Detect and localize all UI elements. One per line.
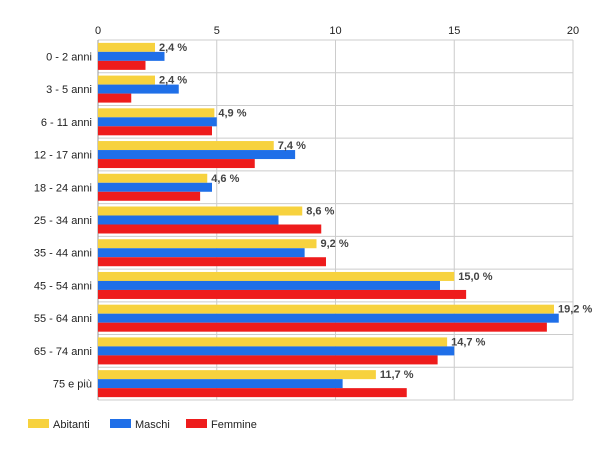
bar-maschi bbox=[98, 51, 165, 61]
bar-abitanti bbox=[98, 42, 155, 52]
data-label: 9,2 % bbox=[321, 238, 349, 250]
data-label: 15,0 % bbox=[458, 271, 492, 283]
bar-femmine bbox=[98, 388, 407, 398]
y-category-label: 18 - 24 anni bbox=[34, 182, 92, 194]
bar-femmine bbox=[98, 355, 438, 365]
legend-label: Femmine bbox=[211, 419, 257, 431]
data-label: 4,9 % bbox=[218, 107, 246, 119]
y-category-label: 6 - 11 anni bbox=[41, 117, 92, 129]
bar-maschi bbox=[98, 215, 279, 225]
bar-maschi bbox=[98, 84, 179, 94]
bar-femmine bbox=[98, 126, 212, 136]
x-tick-label: 15 bbox=[448, 25, 460, 37]
bar-abitanti bbox=[98, 141, 274, 151]
bar-maschi bbox=[98, 346, 455, 356]
bar-femmine bbox=[98, 257, 326, 267]
data-label: 2,4 % bbox=[159, 75, 187, 87]
data-label: 14,7 % bbox=[451, 336, 485, 348]
bar-femmine bbox=[98, 60, 146, 70]
data-label: 2,4 % bbox=[159, 42, 187, 54]
bar-maschi bbox=[98, 150, 296, 160]
y-category-label: 35 - 44 anni bbox=[34, 248, 92, 260]
bar-abitanti bbox=[98, 304, 554, 314]
legend-swatch bbox=[186, 419, 207, 428]
y-category-label: 0 - 2 anni bbox=[46, 51, 92, 63]
data-label: 7,4 % bbox=[278, 140, 306, 152]
bar-abitanti bbox=[98, 337, 448, 347]
y-category-label: 3 - 5 anni bbox=[46, 84, 92, 96]
x-tick-label: 10 bbox=[329, 25, 341, 37]
legend-item-femmine: Femmine bbox=[186, 419, 257, 431]
bar-abitanti bbox=[98, 75, 155, 85]
x-tick-label: 0 bbox=[95, 25, 101, 37]
legend-item-maschi: Maschi bbox=[110, 419, 170, 431]
bar-maschi bbox=[98, 182, 212, 192]
y-category-label: 75 e più bbox=[53, 379, 92, 391]
legend-label: Maschi bbox=[135, 419, 170, 431]
bar-femmine bbox=[98, 159, 255, 169]
bar-abitanti bbox=[98, 239, 317, 249]
bars bbox=[98, 42, 559, 398]
bar-femmine bbox=[98, 191, 201, 201]
bar-abitanti bbox=[98, 370, 376, 380]
data-label: 4,6 % bbox=[211, 173, 239, 185]
y-category-label: 55 - 64 anni bbox=[34, 313, 92, 325]
legend: Abitanti Maschi Femmine bbox=[28, 419, 257, 431]
y-category-label: 12 - 17 anni bbox=[34, 150, 92, 162]
legend-swatch bbox=[110, 419, 131, 428]
data-label: 8,6 % bbox=[306, 206, 334, 218]
y-category-label: 65 - 74 anni bbox=[34, 346, 92, 358]
data-labels: 2,4 % 2,4 % 4,9 % 7,4 % 4,6 % 8,6 % 9,2 % 15,0 … bbox=[159, 42, 592, 381]
x-axis-ticks: 0 5 10 15 20 bbox=[95, 25, 579, 37]
bar-abitanti bbox=[98, 206, 303, 216]
data-label: 19,2 % bbox=[558, 304, 592, 316]
bar-maschi bbox=[98, 379, 343, 389]
bar-abitanti bbox=[98, 108, 215, 118]
bar-maschi bbox=[98, 117, 217, 127]
bar-femmine bbox=[98, 224, 322, 234]
bar-maschi bbox=[98, 280, 440, 290]
y-category-label: 45 - 54 anni bbox=[34, 280, 92, 292]
bar-maschi bbox=[98, 313, 559, 323]
bar-maschi bbox=[98, 248, 305, 258]
y-axis-category-labels: 0 - 2 anni 3 - 5 anni 6 - 11 anni 12 - 17 a… bbox=[34, 51, 92, 390]
x-tick-label: 20 bbox=[567, 25, 579, 37]
data-label: 11,7 % bbox=[380, 369, 414, 381]
bar-femmine bbox=[98, 93, 132, 103]
bar-abitanti bbox=[98, 271, 455, 281]
bar-femmine bbox=[98, 322, 547, 332]
bar-abitanti bbox=[98, 173, 208, 183]
y-category-label: 25 - 34 anni bbox=[34, 215, 92, 227]
legend-item-abitanti: Abitanti bbox=[28, 419, 90, 431]
legend-swatch bbox=[28, 419, 49, 428]
legend-label: Abitanti bbox=[53, 419, 90, 431]
bar-femmine bbox=[98, 289, 467, 299]
x-tick-label: 5 bbox=[214, 25, 220, 37]
